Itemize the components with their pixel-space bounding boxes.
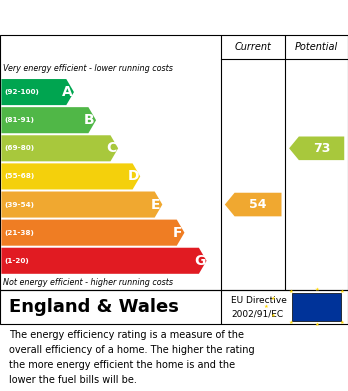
Text: (21-38): (21-38)	[5, 230, 34, 236]
Text: Current: Current	[235, 42, 271, 52]
Text: C: C	[106, 141, 117, 155]
Text: ★: ★	[289, 319, 294, 325]
Polygon shape	[1, 248, 207, 274]
Text: Not energy efficient - higher running costs: Not energy efficient - higher running co…	[3, 278, 174, 287]
Text: (39-54): (39-54)	[5, 201, 34, 208]
Text: ★: ★	[264, 305, 269, 309]
Text: ★: ★	[314, 322, 319, 327]
Text: Potential: Potential	[295, 42, 338, 52]
Text: 54: 54	[249, 198, 267, 211]
Polygon shape	[1, 79, 74, 105]
Text: The energy efficiency rating is a measure of the: The energy efficiency rating is a measur…	[9, 330, 244, 341]
Text: England & Wales: England & Wales	[9, 298, 179, 316]
Text: D: D	[128, 169, 140, 183]
Text: B: B	[84, 113, 95, 127]
Text: Energy Efficiency Rating: Energy Efficiency Rating	[9, 10, 211, 25]
Text: lower the fuel bills will be.: lower the fuel bills will be.	[9, 375, 136, 385]
Text: 2002/91/EC: 2002/91/EC	[231, 309, 284, 318]
Text: F: F	[173, 226, 183, 240]
Text: EU Directive: EU Directive	[231, 296, 287, 305]
Text: (92-100): (92-100)	[5, 89, 39, 95]
Polygon shape	[1, 107, 96, 133]
Text: ★: ★	[271, 296, 275, 301]
Text: ★: ★	[314, 287, 319, 292]
Text: ★: ★	[340, 319, 344, 325]
Text: overall efficiency of a home. The higher the rating: overall efficiency of a home. The higher…	[9, 345, 254, 355]
Polygon shape	[1, 135, 118, 161]
Text: (55-68): (55-68)	[5, 174, 35, 179]
Text: ★: ★	[271, 313, 275, 318]
Bar	[292, 293, 341, 321]
Text: G: G	[194, 254, 206, 268]
Text: 73: 73	[313, 142, 330, 155]
Text: ★: ★	[289, 289, 294, 294]
Text: A: A	[62, 85, 73, 99]
Text: (81-91): (81-91)	[5, 117, 34, 123]
Text: the more energy efficient the home is and the: the more energy efficient the home is an…	[9, 360, 235, 370]
Text: E: E	[151, 197, 160, 212]
Polygon shape	[1, 163, 140, 190]
Polygon shape	[289, 136, 344, 160]
Text: ★: ★	[340, 289, 344, 294]
Polygon shape	[1, 192, 162, 217]
Polygon shape	[1, 220, 184, 246]
Text: Very energy efficient - lower running costs: Very energy efficient - lower running co…	[3, 64, 173, 73]
Text: (1-20): (1-20)	[5, 258, 29, 264]
Polygon shape	[225, 193, 282, 216]
Text: (69-80): (69-80)	[5, 145, 35, 151]
